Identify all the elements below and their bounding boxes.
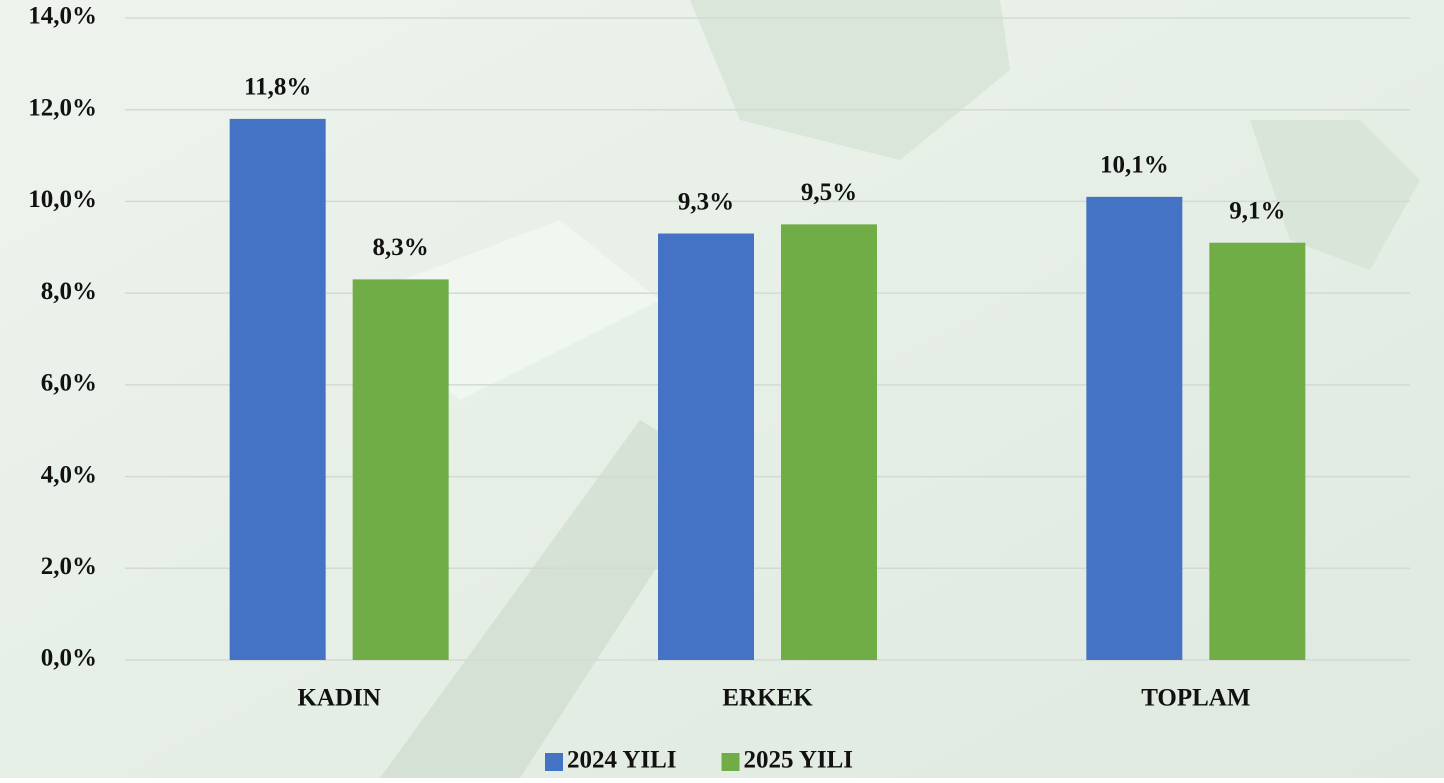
value-label: 9,3% — [678, 188, 734, 215]
value-label: 10,1% — [1100, 152, 1169, 179]
bar — [658, 234, 754, 660]
value-label: 9,1% — [1229, 197, 1285, 224]
bar — [1086, 197, 1182, 660]
y-tick-label: 10,0% — [28, 186, 97, 213]
legend-label: 2024 YILI — [567, 747, 677, 774]
y-tick-label: 2,0% — [41, 553, 97, 580]
legend-swatch — [545, 753, 563, 771]
value-label: 11,8% — [244, 74, 311, 101]
x-tick-label: KADIN — [297, 685, 380, 712]
value-label: 8,3% — [373, 234, 429, 261]
bar — [1209, 243, 1305, 660]
value-label: 9,5% — [801, 179, 857, 206]
legend-swatch — [722, 753, 740, 771]
y-tick-label: 14,0% — [28, 3, 97, 30]
y-tick-label: 0,0% — [41, 645, 97, 672]
chart: 0,0% 2,0% 4,0% 6,0% 8,0% 10,0% 12,0% 14,0% KADIN… — [0, 0, 1444, 778]
y-tick-label: 4,0% — [41, 461, 97, 488]
x-tick-label: TOPLAM — [1141, 685, 1250, 712]
y-tick-label: 8,0% — [41, 278, 97, 305]
legend-label: 2025 YILI — [744, 747, 854, 774]
bar — [353, 279, 449, 660]
bar — [781, 224, 877, 660]
bar — [230, 119, 326, 660]
x-tick-label: ERKEK — [722, 685, 813, 712]
y-tick-label: 12,0% — [28, 94, 97, 121]
y-tick-label: 6,0% — [41, 370, 97, 397]
